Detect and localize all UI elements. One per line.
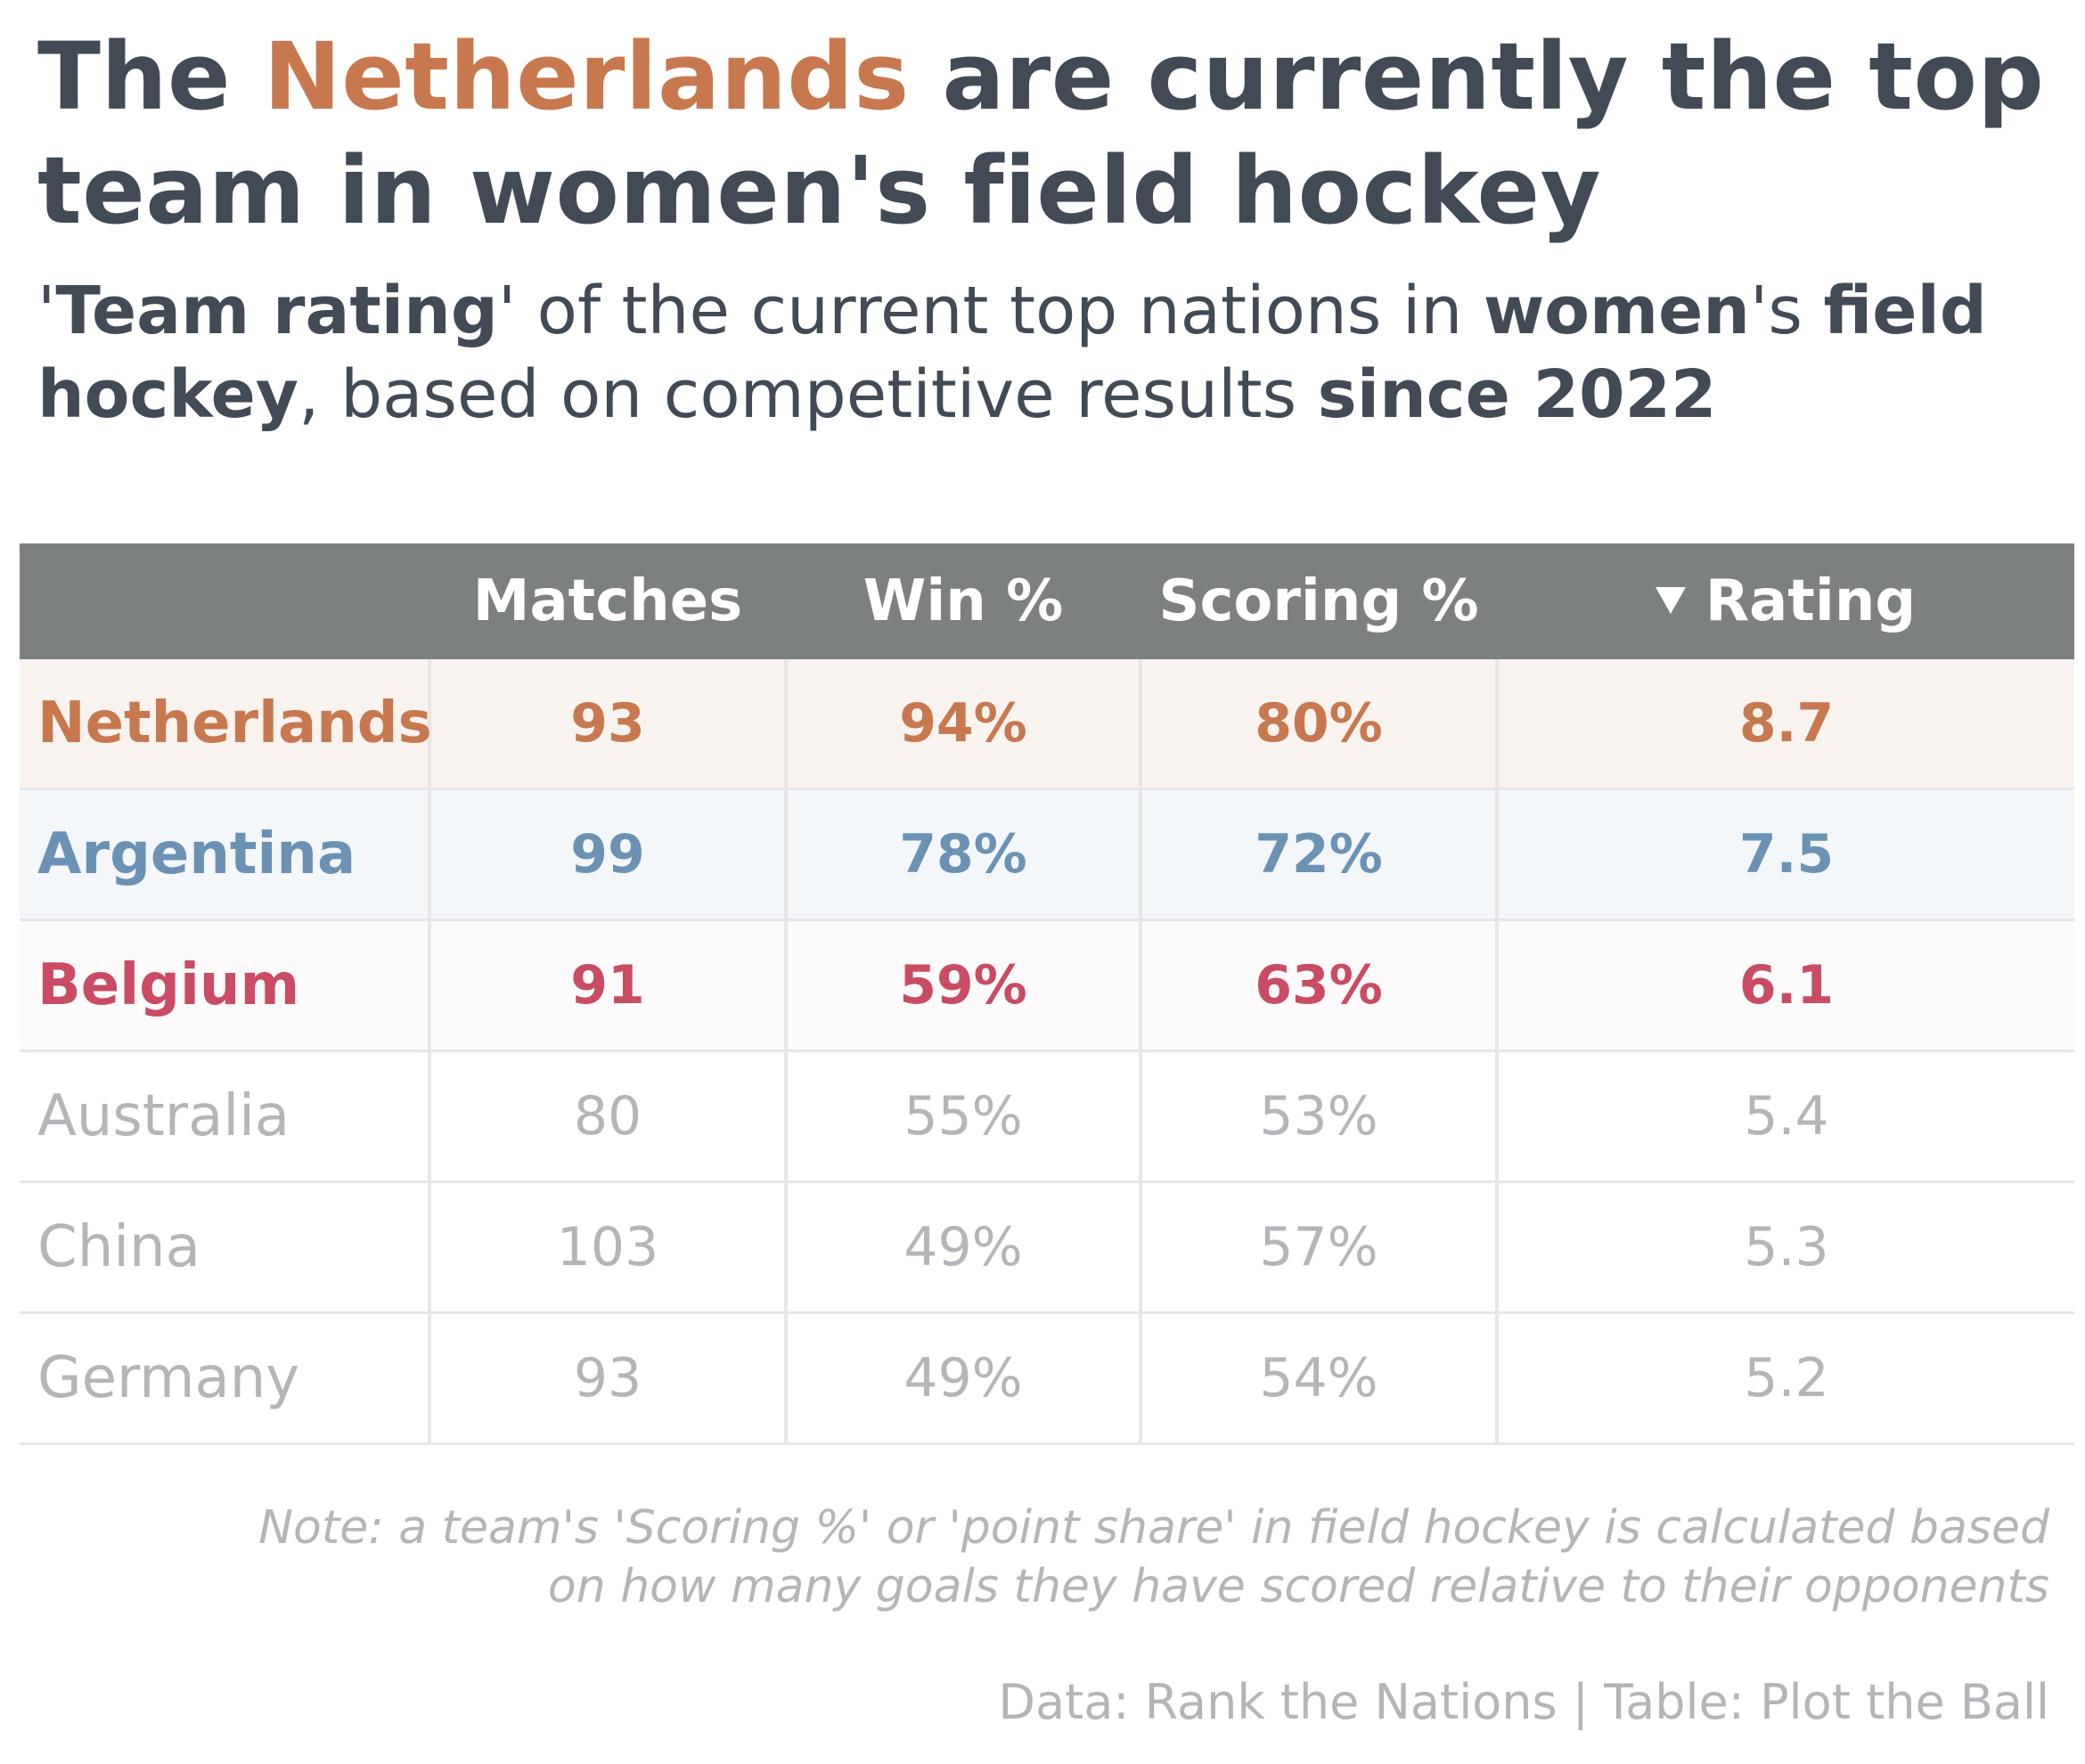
scoring-cell: 57% [1139, 1181, 1497, 1314]
matches-cell: 93 [428, 659, 786, 790]
team-cell: Australia [20, 1050, 429, 1183]
scoring-cell: 53% [1139, 1050, 1497, 1183]
team-cell: Argentina [20, 788, 429, 921]
table-row: Australia 80 55% 53% 5.4 [20, 1050, 2074, 1183]
table-body: Netherlands 93 94% 80% 8.7 Argentina 99 78% 72% 7… [20, 659, 2074, 1445]
footnote-line-2: on how many goals they have scored relat… [547, 1560, 2049, 1613]
win-cell: 49% [784, 1312, 1141, 1445]
rating-table: Matches Win % Scoring % Rating Netherlan… [20, 543, 2074, 1445]
rating-cell: 7.5 [1495, 788, 2074, 921]
footnote-line-1: Note: a team's 'Scoring %' or 'point sha… [258, 1501, 2049, 1555]
title-after: are currently the top team in women's fi… [37, 22, 2045, 245]
scoring-cell: 63% [1139, 919, 1497, 1052]
matches-cell: 91 [428, 919, 786, 1052]
table-row: China 103 49% 57% 5.3 [20, 1181, 2074, 1314]
win-cell: 94% [784, 659, 1141, 790]
win-cell: 49% [784, 1181, 1141, 1314]
subtitle-bold: field hockey [37, 273, 1987, 433]
header-matches: Matches [429, 543, 786, 659]
matches-cell: 93 [428, 1312, 786, 1445]
subtitle-bold: since 2022 [1317, 356, 1717, 433]
table-row: Germany 93 49% 54% 5.2 [20, 1312, 2074, 1445]
chart-subtitle: 'Team rating' of the current top nations… [37, 269, 2051, 437]
chart-title: The Netherlands are currently the top te… [37, 20, 2051, 248]
team-cell: Netherlands [20, 659, 432, 790]
win-cell: 55% [784, 1050, 1141, 1183]
rating-cell: 5.2 [1495, 1312, 2074, 1445]
rating-cell: 5.4 [1495, 1050, 2074, 1183]
sort-down-icon [1655, 587, 1686, 615]
subtitle-bold: women [1483, 273, 1750, 349]
rating-cell: 8.7 [1495, 659, 2074, 790]
footnote: Note: a team's 'Scoring %' or 'point sha… [36, 1499, 2049, 1616]
team-cell: Belgium [20, 919, 429, 1052]
matches-cell: 80 [428, 1050, 786, 1183]
table-row: Netherlands 93 94% 80% 8.7 [20, 659, 2074, 790]
title-highlight: Netherlands [263, 22, 910, 131]
header-rating-label: Rating [1705, 568, 1917, 634]
win-cell: 59% [784, 919, 1141, 1052]
matches-cell: 99 [428, 788, 786, 921]
scoring-cell: 80% [1139, 659, 1497, 790]
scoring-cell: 72% [1139, 788, 1497, 921]
title-before: The [37, 22, 264, 131]
header-win: Win % [786, 543, 1141, 659]
subtitle-bold: Team rating [55, 273, 498, 349]
header-scoring: Scoring % [1141, 543, 1497, 659]
subtitle-text: ' of the current top nations in [497, 273, 1484, 349]
header-team [20, 543, 429, 659]
rating-cell: 5.3 [1495, 1181, 2074, 1314]
table-row: Belgium 91 59% 63% 6.1 [20, 919, 2074, 1052]
source-credit: Data: Rank the Nations | Table: Plot the… [998, 1674, 2049, 1730]
scoring-cell: 54% [1139, 1312, 1497, 1445]
matches-cell: 103 [428, 1181, 786, 1314]
table-header-row: Matches Win % Scoring % Rating [20, 543, 2074, 659]
win-cell: 78% [784, 788, 1141, 921]
table-row: Argentina 99 78% 72% 7.5 [20, 788, 2074, 921]
subtitle-text: 's [1750, 273, 1824, 349]
team-cell: China [20, 1181, 429, 1314]
rating-cell: 6.1 [1495, 919, 2074, 1052]
subtitle-text: , based on competitive results [298, 356, 1318, 433]
header-rating[interactable]: Rating [1497, 543, 2074, 659]
subtitle-text: ' [37, 273, 56, 349]
team-cell: Germany [20, 1312, 429, 1445]
